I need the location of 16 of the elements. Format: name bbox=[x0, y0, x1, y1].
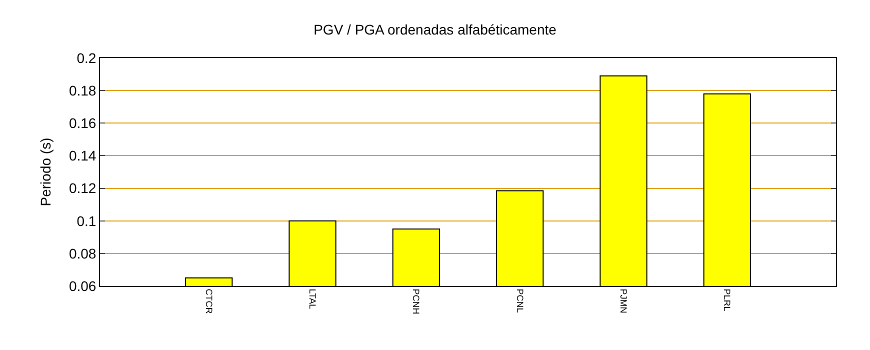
y-tick-label: 0.18 bbox=[68, 82, 96, 98]
x-tick-label: PCNH bbox=[411, 288, 422, 314]
y-tick-label: 0.08 bbox=[68, 245, 96, 262]
x-tick-label: PLRL bbox=[722, 288, 732, 312]
x-tick-label: CTCR bbox=[204, 288, 214, 314]
y-tick-label: 0.14 bbox=[68, 148, 96, 164]
x-tick-label: PCNL bbox=[514, 288, 525, 313]
y-tick-label: 0.1 bbox=[76, 212, 96, 229]
y-tick-label: 0.16 bbox=[68, 115, 96, 132]
y-tick-label: 0.2 bbox=[76, 50, 96, 66]
x-tick-label: LTAL bbox=[308, 288, 318, 309]
chart-title: PGV / PGA ordenadas alfabéticamente bbox=[314, 21, 557, 38]
y-axis-title: Periodo (s) bbox=[38, 138, 54, 206]
x-tick-label: PJMN bbox=[618, 288, 629, 314]
y-tick-label: 0.06 bbox=[68, 278, 96, 294]
y-tick-label: 0.12 bbox=[68, 180, 96, 196]
